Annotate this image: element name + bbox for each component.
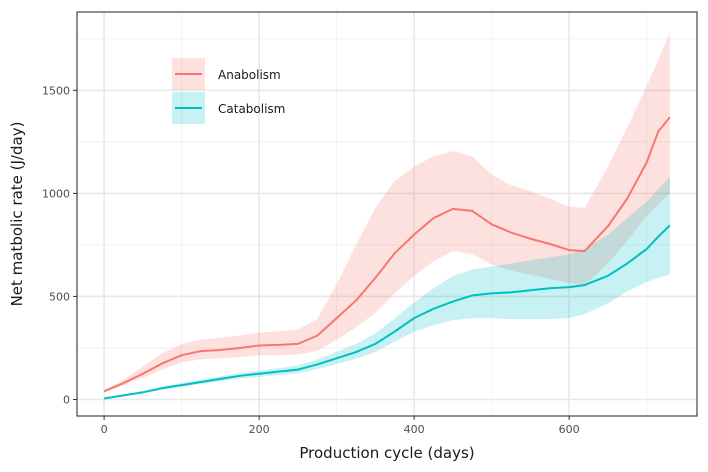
y-tick-label: 0 xyxy=(63,394,70,407)
legend: Anabolism Catabolism xyxy=(172,58,285,124)
x-tick-label: 200 xyxy=(249,423,270,436)
catabolism-line xyxy=(103,224,671,400)
axis-ticks: 0 200 400 600 0 500 1000 1500 xyxy=(42,84,580,436)
panel-border xyxy=(76,11,698,417)
x-tick-label: 0 xyxy=(101,423,108,436)
y-tick-label: 500 xyxy=(49,290,70,303)
series-lines xyxy=(103,116,671,400)
gridlines xyxy=(77,12,697,416)
catabolism-legend-label: Catabolism xyxy=(218,102,285,116)
anabolism-line xyxy=(103,116,671,393)
y-tick-label: 1000 xyxy=(42,187,70,200)
x-axis-title: Production cycle (days) xyxy=(299,444,474,462)
anabolism-legend-label: Anabolism xyxy=(218,68,281,82)
y-axis-title: Net matbolic rate (J/day) xyxy=(8,122,26,307)
x-tick-label: 400 xyxy=(404,423,425,436)
x-tick-label: 600 xyxy=(559,423,580,436)
y-tick-label: 1500 xyxy=(42,84,70,97)
anabolism-ribbon xyxy=(104,32,670,393)
